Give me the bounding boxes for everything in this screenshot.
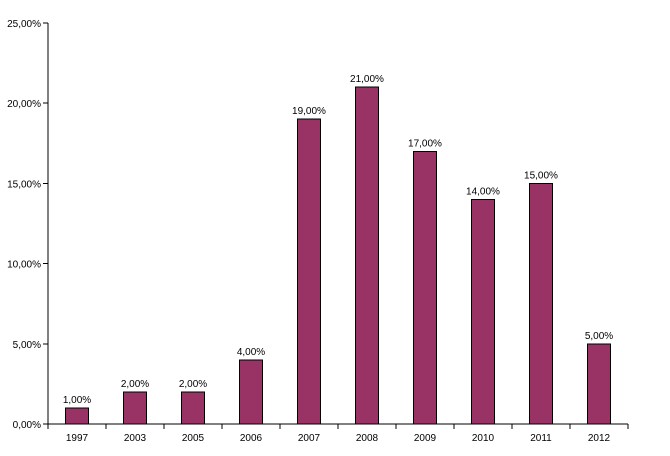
y-tick-label: 10,00% [7, 260, 41, 271]
y-tick-label: 20,00% [7, 99, 41, 110]
axes-layer [43, 22, 629, 429]
x-tick-label-2003: 2003 [124, 433, 147, 444]
data-label-2006: 4,00% [237, 347, 265, 358]
data-label-2008: 21,00% [350, 74, 384, 85]
x-tick-label-2010: 2010 [472, 433, 495, 444]
bar-2012 [587, 343, 611, 425]
bar-2006 [239, 359, 263, 425]
x-tick-label-1997: 1997 [66, 433, 89, 444]
y-tick-label: 25,00% [7, 19, 41, 30]
data-label-2010: 14,00% [466, 186, 500, 197]
bar-2007 [297, 118, 321, 425]
y-tick-label: 5,00% [13, 340, 41, 351]
x-tick-label-2006: 2006 [240, 433, 263, 444]
x-tick-label-2007: 2007 [298, 433, 321, 444]
x-tick-label-2008: 2008 [356, 433, 379, 444]
y-tick-label: 0,00% [13, 420, 41, 431]
labels-layer: 1,00% 1997 2,00% 2003 2,00% 2005 4,00% 2006 19,0… [7, 19, 613, 444]
bars-layer [65, 86, 611, 425]
bar-2003 [123, 391, 147, 425]
data-label-2009: 17,00% [408, 138, 442, 149]
data-label-2011: 15,00% [524, 170, 558, 181]
bar-2011 [529, 182, 553, 425]
bar-2008 [355, 86, 379, 425]
data-label-2007: 19,00% [292, 106, 326, 117]
x-tick-label-2005: 2005 [182, 433, 205, 444]
x-tick-label-2012: 2012 [588, 433, 611, 444]
data-label-2012: 5,00% [585, 331, 613, 342]
y-tick-label: 15,00% [7, 179, 41, 190]
bar-2010 [471, 198, 495, 425]
x-tick-label-2009: 2009 [414, 433, 437, 444]
bar-1997 [65, 407, 89, 425]
bar-2009 [413, 150, 437, 425]
data-label-1997: 1,00% [63, 395, 91, 406]
bar-2005 [181, 391, 205, 425]
data-label-2003: 2,00% [121, 379, 149, 390]
x-tick-label-2011: 2011 [530, 433, 552, 444]
data-label-2005: 2,00% [179, 379, 207, 390]
